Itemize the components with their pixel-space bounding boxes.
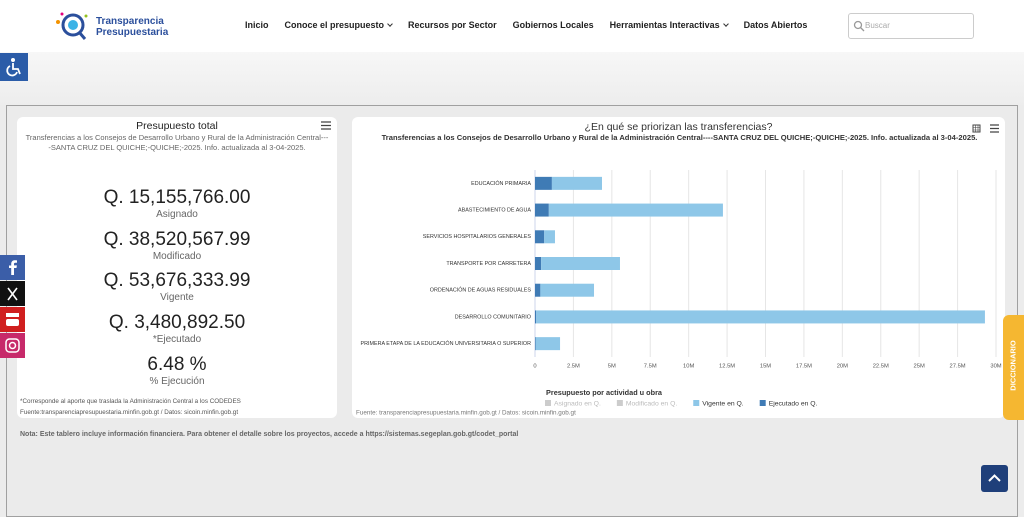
x-tick-label: 15M bbox=[760, 364, 771, 370]
summary-label: Asignado bbox=[156, 209, 198, 220]
category-label: TRANSPORTE POR CARRETERA bbox=[446, 261, 531, 267]
legend-swatch bbox=[545, 400, 551, 406]
source: Fuente:transparenciapresupuestaria.minfi… bbox=[20, 409, 239, 416]
x-tick-label: 0 bbox=[533, 364, 536, 370]
nav-item[interactable]: Gobiernos Locales bbox=[513, 20, 594, 30]
credits: Fuente: transparenciapresupuestaria.minf… bbox=[356, 410, 576, 417]
search-placeholder: Buscar bbox=[865, 21, 890, 30]
summary-value: 6.48 % bbox=[147, 353, 207, 375]
back-to-top[interactable] bbox=[981, 465, 1008, 492]
accessibility-icon bbox=[6, 58, 21, 77]
nav-item[interactable]: Inicio bbox=[245, 20, 269, 30]
category-label: ORDENACIÓN DE AGUAS RESIDUALES bbox=[430, 287, 532, 294]
x-tick-label: 2.5M bbox=[567, 364, 580, 370]
legend-label[interactable]: Asignado en Q. bbox=[554, 400, 601, 407]
legend-swatch bbox=[693, 400, 700, 406]
chart: 0 2.5M 5M 7.5M 10M 12.5M 15M 17.5M 20M 22.5M 25M 27… bbox=[356, 170, 1002, 417]
logo-icon bbox=[56, 12, 88, 40]
accessibility-button[interactable] bbox=[0, 53, 28, 81]
legend-swatch bbox=[616, 400, 623, 406]
x-tick-label: 20M bbox=[837, 364, 848, 370]
x-tick-label: 5M bbox=[608, 364, 616, 370]
bar-segment bbox=[535, 310, 537, 324]
header-band bbox=[0, 52, 1024, 105]
summary-subtitle: Transferencias a los Consejos de Desarro… bbox=[25, 133, 329, 152]
footnote: *Corresponde al aporte que traslada la A… bbox=[20, 398, 241, 405]
legend-label[interactable]: Ejecutado en Q. bbox=[769, 400, 818, 407]
bar-segment bbox=[541, 257, 620, 270]
bar-segment bbox=[535, 257, 542, 270]
logo-line: Transparencia bbox=[96, 16, 164, 27]
category-label: SERVICIOS HOSPITALARIOS GENERALES bbox=[423, 234, 532, 240]
nav-chevron bbox=[387, 21, 393, 27]
summary-label: Vigente bbox=[160, 292, 194, 304]
bar-segment bbox=[551, 176, 602, 190]
nav-label: Herramientas Interactivas bbox=[609, 20, 720, 30]
nav-label: Conoce el presupuesto bbox=[284, 20, 385, 30]
nav-label: Recursos por Sector bbox=[408, 20, 497, 30]
logo-line: Presupuestaria bbox=[96, 27, 169, 38]
category-label: EDUCACIÓN PRIMARIA bbox=[471, 180, 531, 187]
dictionary-label: DICCIONARIO bbox=[1008, 340, 1018, 391]
bar-segment bbox=[535, 176, 552, 190]
x-tick-label: 17.5M bbox=[796, 364, 812, 370]
bar-segment bbox=[548, 203, 723, 217]
category-label: PRIMERA ETAPA DE LA EDUCACIÓN UNIVERSITA… bbox=[361, 340, 532, 347]
bar-segment bbox=[535, 337, 561, 351]
legend-title: Presupuesto por actividad u obra bbox=[546, 388, 663, 397]
x-tick-label: 12.5M bbox=[719, 364, 735, 370]
category-label: ABASTECIMIENTO DE AGUA bbox=[458, 207, 531, 213]
summary-value: Q. 53,676,333.99 bbox=[103, 270, 251, 292]
chart-title: ¿En qué se priorizan las transferencias? bbox=[584, 121, 773, 133]
chart-tools[interactable] bbox=[972, 124, 1002, 134]
summary-value: Q. 3,480,892.50 bbox=[108, 312, 246, 334]
summary-card: Presupuesto total Transferencias a los C… bbox=[17, 117, 337, 418]
chart-card: ¿En qué se priorizan las transferencias?… bbox=[352, 117, 1005, 418]
header: Transparencia Presupuestaria Inicio Conoc… bbox=[0, 0, 1024, 52]
nav-label: Inicio bbox=[245, 20, 269, 30]
note: Nota: Este tablero incluye información f… bbox=[20, 431, 519, 438]
legend-swatch bbox=[759, 400, 766, 406]
bar-segment bbox=[535, 203, 549, 217]
x-tick-label: 7.5M bbox=[644, 364, 657, 370]
bar-segment bbox=[544, 230, 555, 244]
legend-label[interactable]: Modificado en Q. bbox=[626, 400, 677, 407]
bar-segment bbox=[535, 283, 541, 297]
summary-value: Q. 38,520,567.99 bbox=[103, 228, 251, 250]
summary-title: Presupuesto total bbox=[136, 120, 218, 132]
logo-text: Transparencia Presupuestaria bbox=[96, 16, 168, 38]
nav-item[interactable]: Recursos por Sector bbox=[408, 20, 497, 30]
bar-segment bbox=[535, 230, 545, 244]
social-bar bbox=[0, 255, 25, 359]
nav-label: Gobiernos Locales bbox=[512, 20, 594, 30]
chart-subtitle: Transferencias a los Consejos de Desarro… bbox=[381, 133, 978, 142]
legend-label[interactable]: Vigente en Q. bbox=[702, 400, 744, 407]
x-tick-label: 10M bbox=[683, 364, 694, 370]
nav-label: Datos Abiertos bbox=[743, 20, 808, 30]
x-tick-label: 30M bbox=[990, 364, 1001, 370]
category-label: DESARROLLO COMUNITARIO bbox=[455, 314, 531, 320]
nav: Inicio Conoce el presupuesto Recursos por … bbox=[245, 20, 807, 30]
summary-label: *Ejecutado bbox=[152, 334, 202, 346]
nav-item[interactable]: Herramientas Interactivas bbox=[609, 20, 729, 30]
social-icons[interactable] bbox=[0, 255, 25, 359]
search-box[interactable]: Buscar bbox=[848, 13, 974, 39]
bar-segment bbox=[540, 283, 595, 297]
nav-item[interactable]: Datos Abiertos bbox=[744, 20, 808, 30]
up-icon bbox=[988, 474, 1001, 482]
dictionary-tab[interactable]: DICCIONARIO bbox=[1003, 315, 1024, 420]
bar-segment bbox=[535, 337, 536, 351]
summary-label: % Ejecución bbox=[149, 375, 205, 387]
summary-value: Q. 15,155,766.00 bbox=[103, 187, 251, 208]
x-tick-label: 27.5M bbox=[950, 364, 966, 370]
nav-chevron bbox=[722, 21, 729, 27]
nav-item[interactable]: Conoce el presupuesto bbox=[285, 20, 393, 30]
x-tick-label: 25M bbox=[914, 364, 925, 370]
search-icon bbox=[853, 20, 865, 32]
x-tick-label: 22.5M bbox=[873, 364, 889, 370]
menu-icon[interactable] bbox=[321, 121, 331, 130]
bar-segment bbox=[536, 310, 985, 324]
summary-label: Modificado bbox=[152, 250, 202, 262]
